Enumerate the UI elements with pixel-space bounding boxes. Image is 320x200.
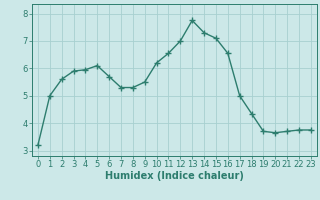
X-axis label: Humidex (Indice chaleur): Humidex (Indice chaleur) [105, 171, 244, 181]
